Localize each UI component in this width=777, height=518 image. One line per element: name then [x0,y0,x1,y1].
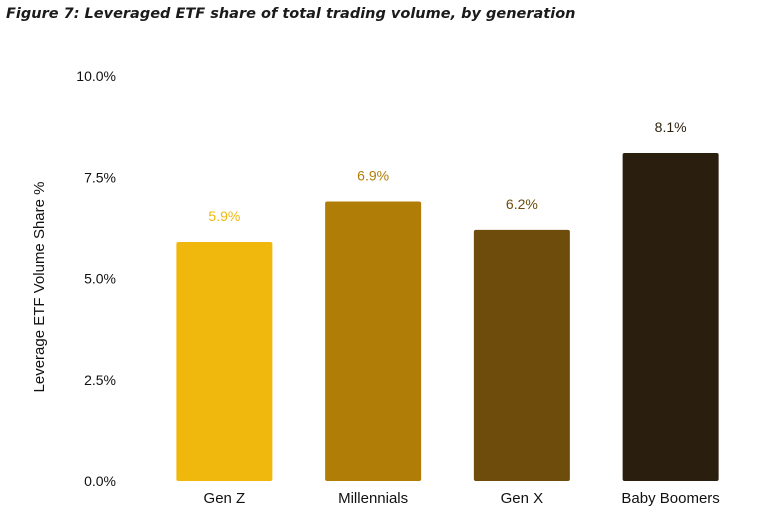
bar [622,152,719,481]
data-label: 8.1% [655,119,687,135]
category-label: Baby Boomers [621,490,719,507]
bar [473,229,570,481]
y-tick-label: 7.5% [84,169,116,185]
category-label: Millennials [338,490,408,507]
y-axis-ticks: 0.0% 2.5% 5.0% 7.5% 10.0% [76,68,116,489]
category-label: Gen X [501,490,544,507]
data-label: 5.9% [208,208,240,224]
figure-title: Figure 7: Leveraged ETF share of total t… [6,6,576,22]
y-axis-title: Leverage ETF Volume Share % [31,182,48,393]
y-tick-label: 2.5% [84,372,116,388]
bars-group [176,152,719,482]
category-label: Gen Z [204,490,246,507]
bar [176,242,273,481]
data-label: 6.2% [506,196,538,212]
bar [325,201,422,482]
category-labels-group: Gen Z Millennials Gen X Baby Boomers [204,490,720,507]
y-tick-label: 10.0% [76,68,116,84]
y-tick-label: 5.0% [84,271,116,287]
data-labels-group: 5.9% 6.9% 6.2% 8.1% [208,119,686,224]
y-tick-label: 0.0% [84,473,116,489]
data-label: 6.9% [357,168,389,184]
